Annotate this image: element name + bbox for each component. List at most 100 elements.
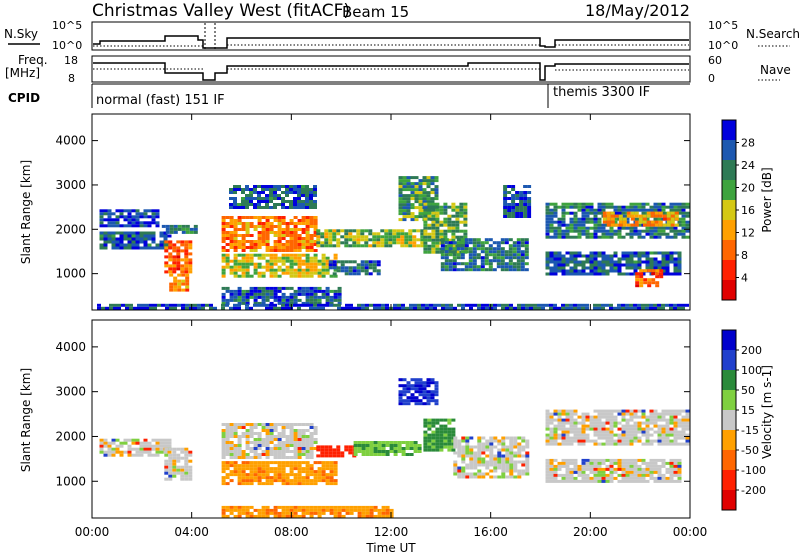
- heatmap-cell: [313, 511, 318, 515]
- heatmap-cell: [577, 205, 582, 209]
- heatmap-cell: [457, 439, 462, 443]
- heatmap-cell: [573, 412, 578, 416]
- heatmap-cell: [561, 409, 566, 413]
- heatmap-cell: [569, 424, 574, 428]
- heatmap-cell: [229, 479, 234, 483]
- heatmap-cell: [653, 415, 658, 419]
- heatmap-cell: [317, 289, 322, 293]
- heatmap-cell: [677, 479, 682, 483]
- heatmap-cell: [123, 243, 128, 247]
- heatmap-cell: [245, 289, 250, 293]
- heatmap-cell: [273, 467, 278, 471]
- heatmap-cell: [261, 470, 266, 474]
- heatmap-cell: [485, 454, 490, 458]
- heatmap-cell: [289, 429, 294, 432]
- heatmap-cell: [581, 226, 586, 230]
- heatmap-cell: [665, 266, 670, 270]
- heatmap-cell: [613, 232, 618, 236]
- heatmap-cell: [617, 235, 622, 239]
- heatmap-cell: [553, 205, 558, 209]
- heatmap-cell: [585, 229, 590, 233]
- heatmap-cell: [237, 259, 242, 263]
- heatmap-cell: [184, 264, 189, 268]
- heatmap-cell: [172, 249, 177, 253]
- heatmap-cell: [420, 244, 425, 248]
- heatmap-cell: [265, 200, 269, 203]
- heatmap-cell: [625, 467, 630, 471]
- heatmap-cell: [245, 444, 250, 447]
- heatmap-cell: [293, 200, 297, 203]
- heatmap-cell: [257, 246, 262, 249]
- heatmap-cell: [402, 215, 407, 219]
- heatmap-cell: [435, 232, 440, 236]
- heatmap-cell: [481, 448, 486, 452]
- heatmap-cell: [597, 467, 602, 471]
- heatmap-cell: [249, 243, 254, 246]
- heatmap-cell: [173, 276, 178, 280]
- heatmap-cell: [133, 306, 137, 310]
- heatmap-cell: [392, 238, 397, 242]
- heatmap-cell: [657, 458, 662, 462]
- heatmap-cell: [537, 303, 541, 307]
- heatmap-cell: [406, 182, 411, 186]
- heatmap-cell: [593, 217, 598, 221]
- heatmap-cell: [360, 263, 365, 267]
- heatmap-cell: [316, 238, 321, 242]
- heatmap-cell: [155, 447, 160, 451]
- heatmap-cell: [123, 209, 128, 213]
- heatmap-cell: [273, 185, 277, 188]
- heatmap-cell: [435, 229, 440, 233]
- heatmap-cell: [681, 433, 686, 437]
- heatmap-cell: [289, 200, 293, 203]
- heatmap-cell: [368, 244, 373, 248]
- heatmap-cell: [333, 464, 338, 468]
- heatmap-cell: [164, 246, 169, 250]
- heatmap-cell: [406, 206, 411, 210]
- heatmap-cell: [597, 458, 602, 462]
- heatmap-cell: [241, 191, 245, 194]
- heatmap-cell: [107, 450, 112, 454]
- heatmap-cell: [527, 212, 532, 215]
- heatmap-cell: [653, 479, 658, 483]
- heatmap-cell: [426, 390, 431, 394]
- heatmap-cell: [634, 223, 639, 227]
- heatmap-cell: [434, 179, 439, 183]
- heatmap-cell: [673, 467, 678, 471]
- heatmap-cell: [645, 202, 650, 206]
- colorbar-tick-label: 12: [741, 227, 755, 240]
- heatmap-cell: [388, 238, 393, 242]
- heatmap-cell: [465, 303, 469, 307]
- heatmap-cell: [281, 303, 285, 307]
- heatmap-cell: [503, 200, 508, 203]
- heatmap-cell: [249, 216, 254, 219]
- heatmap-cell: [324, 238, 329, 242]
- heatmap-cell: [368, 266, 373, 270]
- heatmap-cell: [657, 424, 662, 428]
- heatmap-cell: [341, 505, 346, 509]
- heatmap-cell: [585, 232, 590, 236]
- heatmap-cell: [237, 476, 242, 480]
- heatmap-cell: [344, 260, 349, 264]
- heatmap-cell: [577, 272, 582, 276]
- heatmap-cell: [520, 259, 525, 263]
- heatmap-cell: [364, 269, 369, 273]
- heatmap-cell: [313, 262, 318, 266]
- heatmap-cell: [261, 441, 266, 444]
- heatmap-cell: [673, 205, 678, 209]
- heatmap-cell: [261, 464, 266, 468]
- heatmap-cell: [143, 212, 148, 216]
- heatmap-cell: [472, 253, 477, 257]
- heatmap-cell: [313, 194, 317, 197]
- heatmap-cell: [184, 243, 189, 247]
- heatmap-cell: [489, 460, 494, 464]
- heatmap-cell: [621, 476, 626, 480]
- heatmap-cell: [431, 424, 436, 428]
- heatmap-cell: [423, 433, 428, 437]
- heatmap-cell: [545, 439, 550, 443]
- heatmap-cell: [269, 511, 274, 515]
- heatmap-cell: [381, 444, 386, 447]
- heatmap-cell: [237, 511, 242, 515]
- heatmap-cell: [669, 473, 674, 477]
- heatmap-cell: [320, 241, 325, 245]
- heatmap-cell: [348, 235, 353, 239]
